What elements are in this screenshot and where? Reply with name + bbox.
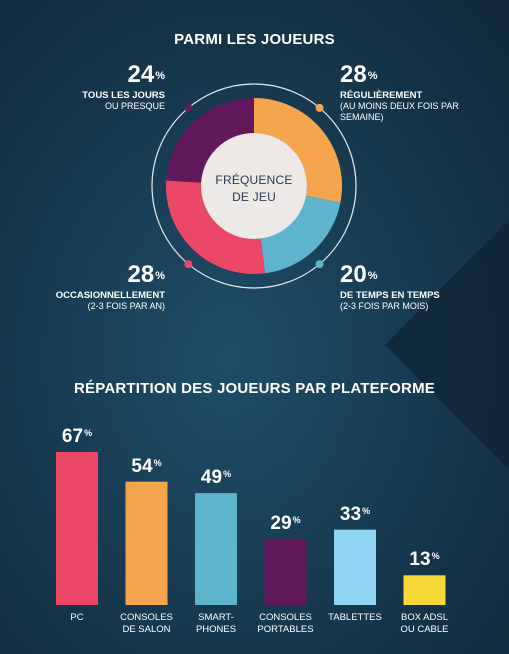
callout-label: RÉGULIÈREMENT — [340, 90, 423, 101]
bar-category-line: BOX ADSL — [401, 612, 448, 623]
bar-category-label: TABLETTES — [315, 612, 395, 624]
donut-slice-1 — [260, 195, 341, 274]
bar-value-label: 33% — [325, 504, 385, 526]
center-label-line-2: DE JEU — [232, 190, 276, 204]
bar-category-line: PORTABLES — [257, 624, 314, 635]
bar-category-line: OU CABLE — [400, 624, 449, 635]
callout-detail-2: SEMAINE) — [340, 112, 384, 122]
donut-slice-2 — [166, 180, 266, 274]
bar-category-label: BOX ADSL OU CABLE — [385, 612, 465, 636]
bar-value-unit: % — [153, 457, 162, 468]
bar-0 — [56, 452, 98, 605]
callout-detail-1: OU PRESQUE — [104, 101, 165, 111]
callout-occasionnellement: 28% OCCASIONNELLEMENT (2-3 FOIS PAR AN) — [56, 263, 165, 312]
callout-value: 24% — [127, 61, 165, 88]
bar-value-unit: % — [292, 514, 301, 525]
bar-value-unit: % — [431, 551, 440, 562]
bar-value-label: 49% — [186, 467, 246, 489]
bar-value-number: 29 — [270, 512, 292, 534]
bar-category-label: CONSOLES PORTABLES — [246, 612, 326, 636]
bar-value-unit: % — [362, 505, 371, 516]
callout-value: 28% — [127, 261, 165, 288]
donut-outer-ring — [151, 83, 357, 289]
donut-chart — [151, 83, 357, 289]
bar-value-label: 29% — [256, 513, 316, 535]
bar-value-label: 67% — [47, 426, 107, 448]
bar-category-line: TABLETTES — [328, 612, 382, 623]
bar-category-line: CONSOLES — [259, 612, 312, 623]
donut-slice-0 — [254, 98, 342, 203]
bar-category-line: PC — [70, 612, 84, 623]
bar-value-number: 49 — [200, 467, 223, 489]
donut-center-label: FRÉQUENCE DE JEU — [199, 172, 309, 206]
bar-category-label: SMART- PHONES — [176, 612, 256, 636]
bar-value-number: 33 — [339, 503, 362, 525]
bar-category-line: DE SALON — [122, 624, 171, 635]
donut-slice-3 — [166, 98, 254, 183]
bar-value-unit: % — [84, 428, 93, 438]
bar-value-number: 13 — [409, 549, 431, 571]
callout-de-temps-en-temps: 20% DE TEMPS EN TEMPS (2-3 FOIS PAR MOIS… — [340, 263, 440, 312]
bar-value-number: 67 — [61, 426, 84, 447]
bar-3 — [264, 538, 307, 605]
background-triangle — [385, 220, 509, 470]
callout-value: 28% — [340, 61, 378, 88]
bar-chart-title: RÉPARTITION DES JOUEURS PAR PLATEFORME — [74, 380, 435, 397]
callout-detail-1: (2-3 FOIS PAR AN) — [87, 301, 165, 311]
bar-5 — [403, 575, 446, 605]
callout-label: DE TEMPS EN TEMPS — [340, 290, 440, 301]
donut-center — [201, 133, 307, 239]
donut-marker-dot-3 — [184, 103, 193, 112]
bar-4 — [334, 529, 376, 605]
bar-value-label: 54% — [117, 456, 177, 478]
bar-2 — [195, 493, 237, 605]
callout-regulierement: 28% RÉGULIÈREMENT (AU MOINS DEUX FOIS PA… — [340, 63, 459, 123]
bar-category-line: PHONES — [195, 624, 237, 635]
bar-category-label: CONSOLES DE SALON — [107, 612, 187, 636]
bar-value-label: 13% — [395, 549, 455, 571]
donut-marker-dot-2 — [184, 260, 193, 269]
donut-chart-title: PARMI LES JOUEURS — [174, 31, 335, 48]
donut-marker-dot-0 — [315, 103, 324, 112]
bar-category-line: SMART- — [198, 612, 234, 623]
center-label-line-1: FRÉQUENCE — [215, 173, 293, 187]
callout-value: 20% — [340, 261, 378, 288]
bar-1 — [125, 481, 168, 605]
bar-category-line: CONSOLES — [120, 612, 173, 623]
bar-category-label: PC — [37, 612, 117, 624]
callout-detail-1: (2-3 FOIS PAR MOIS) — [340, 301, 429, 311]
bar-value-unit: % — [223, 469, 232, 480]
callout-label: TOUS LES JOURS — [82, 90, 165, 101]
bar-value-number: 54 — [131, 455, 153, 477]
callout-detail-1: (AU MOINS DEUX FOIS PAR — [340, 101, 459, 111]
callout-label: OCCASIONNELLEMENT — [55, 290, 165, 301]
donut-marker-dot-1 — [315, 260, 324, 269]
callout-tous-les-jours: 24% TOUS LES JOURS OU PRESQUE — [82, 63, 165, 112]
